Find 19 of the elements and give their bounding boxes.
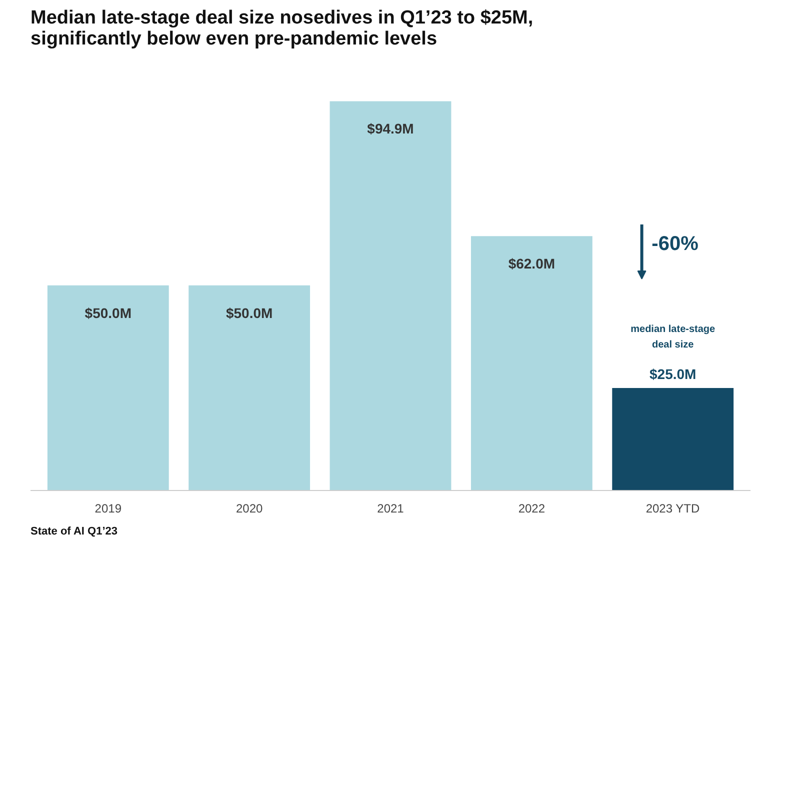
- x-tick-label: 2019: [94, 502, 122, 516]
- x-tick-label: 2021: [377, 502, 404, 516]
- data-label: $50.0M: [226, 304, 273, 321]
- data-label: $62.0M: [508, 256, 556, 272]
- data-label: $25.0M: [650, 366, 696, 382]
- bar: [612, 388, 734, 490]
- annotation: median late-stage deal size: [630, 324, 716, 351]
- x-tick-label: 2023 YTD: [646, 502, 700, 516]
- chart-title: Median late-stage deal size nosedives in Q1’23 to $25M, significantly below even pre-pandemic levels: [30, 8, 534, 50]
- bar: [470, 236, 592, 490]
- x-tick-label: 2020: [236, 502, 263, 516]
- bar: [188, 285, 310, 490]
- text: State of AI Q1’23: [30, 526, 118, 538]
- annotation: -60%: [652, 232, 699, 255]
- x-tick-label: 2022: [518, 502, 546, 516]
- bar: [330, 101, 452, 490]
- bar: [47, 285, 169, 490]
- data-label: $50.0M: [84, 304, 132, 321]
- data-label: $94.9M: [367, 120, 414, 137]
